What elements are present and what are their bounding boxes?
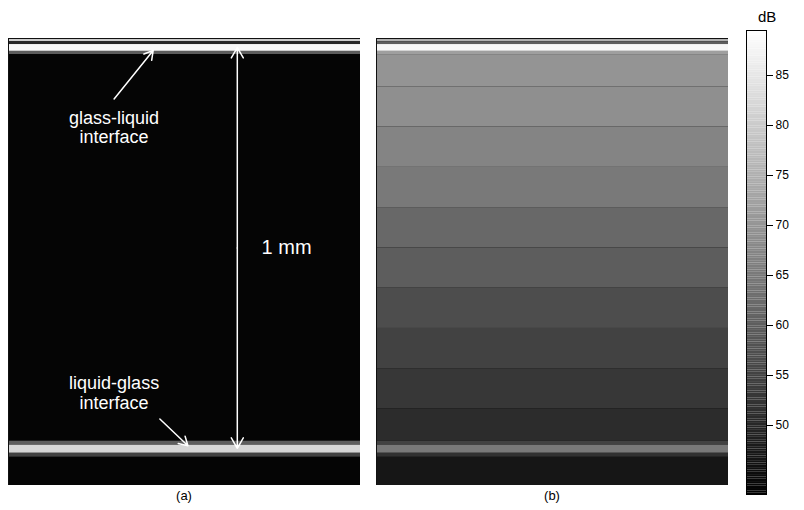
svg-text:50: 50 [776, 418, 790, 432]
svg-text:75: 75 [776, 168, 790, 182]
svg-text:85: 85 [776, 68, 790, 82]
html-text:dB: dB [758, 8, 777, 25]
html-text:(b): (b) [544, 488, 560, 503]
html-text:(a): (a) [176, 488, 192, 503]
svg-text:70: 70 [776, 218, 790, 232]
svg-text:glass-liquidinterface: glass-liquidinterface [69, 108, 159, 148]
svg-text:55: 55 [776, 368, 790, 382]
svg-text:80: 80 [776, 118, 790, 132]
svg-text:65: 65 [776, 268, 790, 282]
svg-text:liquid-glassinterface: liquid-glassinterface [69, 373, 159, 413]
svg-text:60: 60 [776, 318, 790, 332]
svg-text:1 mm: 1 mm [262, 236, 312, 258]
